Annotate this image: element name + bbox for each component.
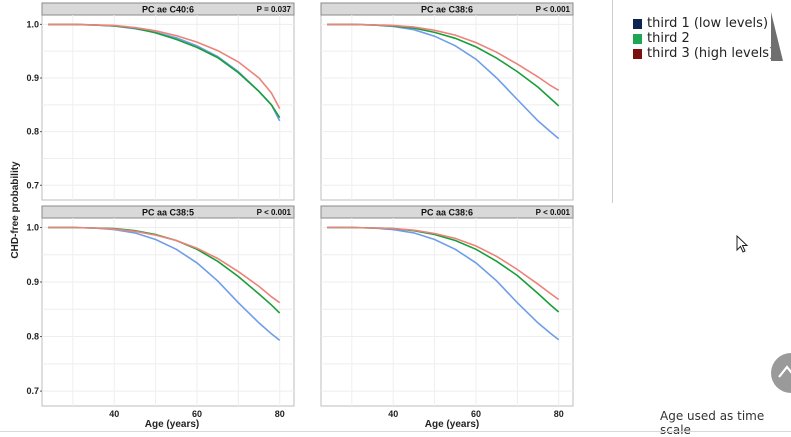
series-line-3 (48, 23, 281, 109)
x-tick-label: 40 (388, 409, 398, 419)
x-tick-label: 60 (471, 409, 481, 419)
y-tick-label: 0.7 (26, 180, 39, 190)
panel-3: PC aa C38:5 P < 0.001 0.7 0.8 0.9 1.0 40 60 80 (26, 205, 295, 419)
x-axis-label-left: Age (years) (145, 419, 199, 430)
legend-swatch-third-3 (633, 48, 642, 59)
panel-pvalue: P < 0.001 (536, 208, 571, 217)
panel-plot-area (41, 217, 295, 407)
panel-strip (320, 205, 574, 219)
series-line-3 (48, 226, 281, 304)
scroll-up-button[interactable] (771, 353, 791, 393)
legend-item-third-1: third 1 (low levels) (633, 16, 774, 31)
legend-item-third-2: third 2 (633, 31, 774, 46)
panel-title: PC aa C38:5 (142, 208, 194, 218)
chevron-up-icon (778, 365, 791, 378)
legend-swatch-third-1 (633, 18, 642, 29)
legend-label-third-1: third 1 (low levels) (647, 16, 769, 31)
panel-2: PC ae C38:6 P < 0.001 (320, 2, 574, 201)
panels-layer: PC ae C40:6 P = 0.037 0.7 0.8 0.9 1.0 PC ae C3… (26, 2, 574, 419)
panel-strip (320, 2, 574, 16)
panel-title: PC aa C38:6 (421, 208, 473, 218)
x-axis-label-right: Age (years) (425, 419, 479, 430)
x-tick-label: 80 (275, 409, 285, 419)
legend-item-third-3: third 3 (high levels) (633, 46, 774, 61)
y-tick-label: 0.7 (26, 386, 39, 396)
series-line-3 (327, 23, 560, 91)
series-line-3 (327, 226, 560, 301)
y-tick-label: 1.0 (26, 19, 39, 29)
y-tick-label: 0.9 (26, 277, 39, 287)
legend-swatch-third-2 (633, 33, 642, 44)
panel-plot-area (320, 217, 574, 407)
panel-pvalue: P < 0.001 (536, 5, 571, 14)
panel-4: PC aa C38:6 P < 0.001 40 60 80 (320, 205, 574, 419)
y-tick-label: 0.9 (26, 73, 39, 83)
y-tick-label: 0.8 (26, 332, 39, 342)
legend: third 1 (low levels) third 2 third 3 (hi… (633, 16, 774, 61)
panel-strip (41, 205, 295, 219)
x-tick-label: 40 (109, 409, 119, 419)
panel-title: PC ae C40:6 (142, 5, 194, 15)
x-tick-label: 80 (554, 409, 564, 419)
panel-plot-area (41, 14, 295, 201)
footer-note: Age used as time scale (660, 409, 765, 437)
panel-title: PC ae C38:6 (421, 5, 473, 15)
y-tick-label: 0.8 (26, 127, 39, 137)
legend-label-third-2: third 2 (647, 31, 690, 46)
y-tick-label: 1.0 (26, 222, 39, 232)
panel-1: PC ae C40:6 P = 0.037 0.7 0.8 0.9 1.0 (26, 2, 295, 201)
divider-line (612, 0, 613, 203)
triangle-icon (771, 12, 783, 61)
mouse-pointer-icon (736, 235, 749, 253)
panel-strip (41, 2, 295, 16)
panel-pvalue: P < 0.001 (257, 208, 292, 217)
x-tick-label: 60 (192, 409, 202, 419)
panel-plot-area (320, 14, 574, 201)
bottom-divider (0, 431, 791, 432)
legend-label-third-3: third 3 (high levels) (647, 46, 775, 61)
panel-pvalue: P = 0.037 (257, 5, 292, 14)
y-axis-label: CHD-free probability (10, 161, 21, 259)
